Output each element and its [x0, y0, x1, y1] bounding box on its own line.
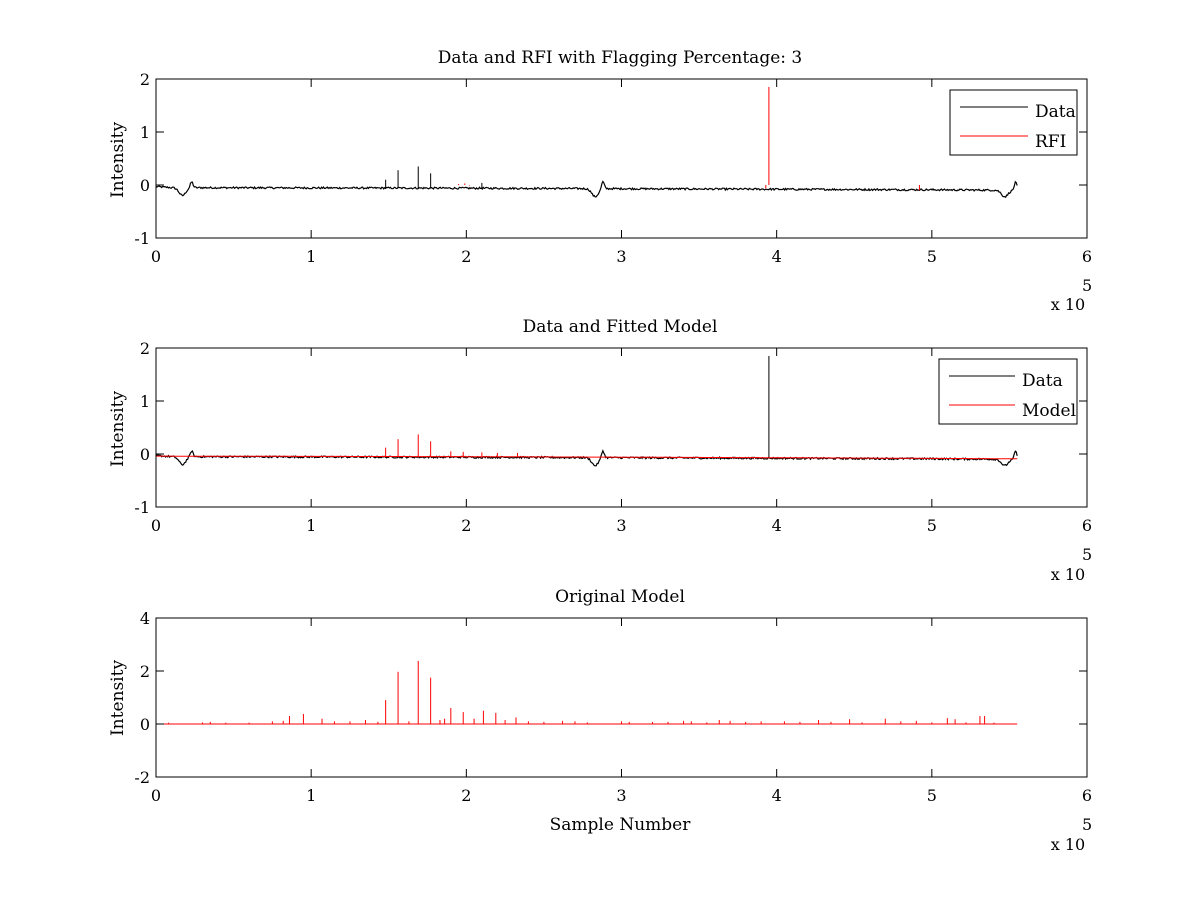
y-tick-label: 2 — [140, 339, 150, 358]
y-tick-label: 1 — [140, 123, 150, 142]
x-tick-label: 5 — [927, 786, 937, 805]
series-model — [156, 434, 1018, 460]
x-multiplier-exponent: 5 — [1082, 545, 1092, 564]
panel-data-and-fitted-model: Data and Fitted Model Intensity x 10 5 0… — [108, 317, 1092, 584]
legend-label-model: Model — [1022, 401, 1076, 421]
x-multiplier-base: x 10 — [1051, 835, 1085, 854]
x-tick-label: 1 — [306, 247, 316, 266]
legend: Data RFI — [949, 89, 1078, 156]
x-tick-label: 3 — [616, 786, 626, 805]
legend-label-data: Data — [1035, 102, 1076, 122]
x-multiplier-base: x 10 — [1051, 295, 1085, 314]
chart-title: Data and Fitted Model — [523, 317, 718, 337]
chart-title: Data and RFI with Flagging Percentage: 3 — [438, 48, 802, 68]
x-tick-label: 6 — [1082, 516, 1092, 535]
series-line — [156, 455, 1018, 460]
y-tick-label: 2 — [140, 662, 150, 681]
x-tick-label: 2 — [461, 786, 471, 805]
y-tick-label: 4 — [140, 609, 150, 628]
x-axis-label: Sample Number — [550, 815, 692, 835]
y-tick-label: 1 — [140, 392, 150, 411]
legend-label-data: Data — [1022, 371, 1063, 391]
series-line — [155, 180, 1018, 199]
x-tick-label: 0 — [151, 516, 161, 535]
x-tick-label: 3 — [616, 247, 626, 266]
x-tick-label: 1 — [306, 786, 316, 805]
x-tick-label: 4 — [772, 516, 782, 535]
x-tick-label: 1 — [306, 516, 316, 535]
x-tick-label: 4 — [772, 786, 782, 805]
x-tick-label: 6 — [1082, 247, 1092, 266]
chart-title: Original Model — [555, 587, 685, 607]
series-rfi — [458, 86, 920, 191]
x-tick-label: 6 — [1082, 786, 1092, 805]
x-tick-label: 2 — [461, 516, 471, 535]
y-axis-label: Intensity — [108, 122, 128, 198]
y-tick-label: 2 — [140, 70, 150, 89]
x-tick-label: 3 — [616, 516, 626, 535]
legend-label-rfi: RFI — [1035, 132, 1066, 152]
legend-box — [938, 358, 1078, 425]
x-multiplier-exponent: 5 — [1082, 276, 1092, 295]
y-axis-label: Intensity — [108, 660, 128, 736]
x-multiplier-exponent: 5 — [1082, 815, 1092, 834]
y-tick-label: 0 — [140, 715, 150, 734]
legend: Data Model — [938, 358, 1078, 425]
y-tick-label: 0 — [140, 176, 150, 195]
y-tick-label: -2 — [134, 768, 150, 787]
panel-data-and-rfi: Data and RFI with Flagging Percentage: 3… — [108, 48, 1092, 314]
x-tick-label: 5 — [927, 247, 937, 266]
series-model — [156, 660, 1018, 725]
panel-original-model: Original Model Intensity Sample Number x… — [108, 587, 1092, 854]
y-tick-label: -1 — [134, 229, 150, 248]
y-tick-label: 0 — [140, 445, 150, 464]
x-tick-label: 0 — [151, 786, 161, 805]
legend-box — [949, 89, 1078, 156]
x-multiplier-base: x 10 — [1051, 565, 1085, 584]
series-data — [155, 166, 1018, 199]
x-tick-label: 4 — [772, 247, 782, 266]
y-axis-label: Intensity — [108, 391, 128, 467]
x-tick-label: 0 — [151, 247, 161, 266]
x-tick-label: 2 — [461, 247, 471, 266]
x-tick-label: 5 — [927, 516, 937, 535]
y-tick-label: -1 — [134, 498, 150, 517]
